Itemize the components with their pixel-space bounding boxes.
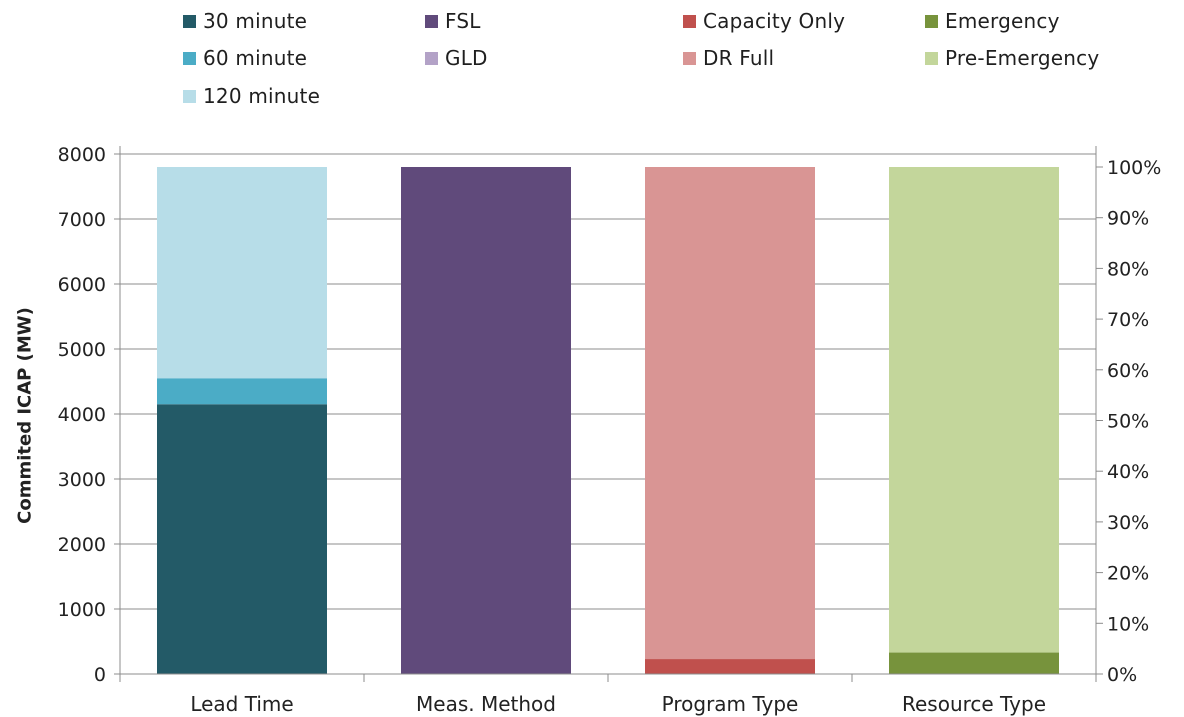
legend-label: 120 minute — [203, 84, 321, 108]
y-tick-label: 6000 — [58, 274, 106, 296]
legend-item: DR Full — [683, 46, 774, 70]
y-tick-label: 3000 — [58, 469, 106, 491]
y2-tick-label: 30% — [1107, 512, 1149, 534]
legend-item: Capacity Only — [683, 9, 845, 33]
bar-segment — [889, 652, 1059, 674]
y2-tick-label: 50% — [1107, 411, 1149, 433]
legend: 30 minute 60 minute 120 minute FSL GLD Capaci… — [0, 0, 1184, 120]
legend-item: 30 minute — [183, 9, 307, 33]
y2-tick-label: 100% — [1107, 157, 1161, 179]
legend-swatch — [183, 89, 196, 103]
legend-item: GLD — [425, 46, 488, 70]
bar-segment — [157, 167, 327, 379]
y-tick-label: 4000 — [58, 404, 106, 426]
legend-label: 30 minute — [203, 9, 308, 33]
legend-label: Capacity Only — [703, 9, 846, 33]
y2-tick-label: 40% — [1107, 461, 1149, 483]
y2-tick-label: 70% — [1107, 309, 1149, 331]
y2-tick-label: 60% — [1107, 360, 1149, 382]
bar-segment — [401, 167, 571, 674]
bar-segment — [645, 167, 815, 660]
x-tick-label: Program Type — [662, 692, 799, 716]
legend-swatch — [925, 51, 938, 65]
y-tick-label: 0 — [94, 664, 106, 686]
legend-label: 60 minute — [203, 46, 308, 70]
y2-tick-label: 90% — [1107, 208, 1149, 230]
legend-label: Pre-Emergency — [945, 46, 1100, 70]
legend-item: Pre-Emergency — [925, 46, 1099, 70]
legend-label: Emergency — [945, 9, 1060, 33]
legend-label: GLD — [445, 46, 488, 70]
y-tick-label: 7000 — [58, 209, 106, 231]
y-tick-label: 2000 — [58, 534, 106, 556]
legend-swatch — [683, 14, 696, 28]
legend-swatch — [925, 14, 938, 28]
legend-item: Emergency — [925, 9, 1060, 33]
legend-item: FSL — [425, 9, 481, 33]
y2-tick-label: 20% — [1107, 563, 1149, 585]
x-tick-label: Lead Time — [190, 692, 293, 716]
y-tick-label: 5000 — [58, 339, 106, 361]
legend-swatch — [183, 51, 196, 65]
y-tick-label: 8000 — [58, 144, 106, 166]
bar-segment — [889, 167, 1059, 653]
bar-segment — [157, 378, 327, 405]
y-tick-label: 1000 — [58, 599, 106, 621]
y2-tick-label: 0% — [1107, 664, 1137, 686]
bar-segment — [157, 404, 327, 674]
bar-segment — [645, 659, 815, 674]
legend-swatch — [183, 14, 196, 28]
legend-item: 120 minute — [183, 84, 320, 108]
legend-label: DR Full — [703, 46, 775, 70]
legend-swatch — [425, 14, 438, 28]
legend-swatch — [683, 51, 696, 65]
x-tick-label: Meas. Method — [416, 692, 556, 716]
legend-label: FSL — [445, 9, 481, 33]
legend-swatch — [425, 51, 438, 65]
y2-tick-label: 80% — [1107, 258, 1149, 280]
y2-tick-label: 10% — [1107, 613, 1149, 635]
x-tick-label: Resource Type — [902, 692, 1046, 716]
legend-item: 60 minute — [183, 46, 307, 70]
